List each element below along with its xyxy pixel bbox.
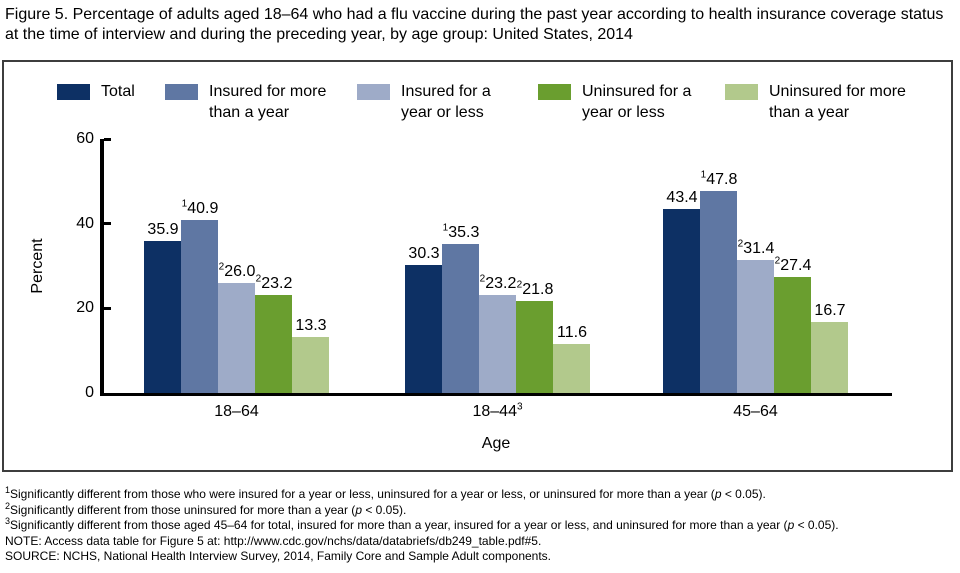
bar <box>516 300 553 393</box>
bar-value-label: 221.8 <box>516 279 554 298</box>
legend-item: Total <box>57 83 135 102</box>
bar-value-label: 13.3 <box>295 316 327 334</box>
legend-item: Insured for more than a year <box>165 83 327 123</box>
bar-value-label: 135.3 <box>442 222 480 241</box>
bar <box>553 343 590 393</box>
legend-label: Uninsured for a year or less <box>582 83 692 121</box>
y-tick-label: 0 <box>85 384 94 401</box>
y-tick-label: 40 <box>76 214 94 232</box>
bar <box>700 190 737 393</box>
x-axis-title: Age <box>481 435 511 452</box>
legend-swatch <box>357 84 390 100</box>
bar <box>811 322 848 393</box>
bar <box>774 277 811 393</box>
footnote-line: 3Significantly different from those aged… <box>5 516 839 533</box>
y-tick-label: 20 <box>76 299 94 317</box>
bar-value-label: 147.8 <box>700 169 738 188</box>
footnote-line: 1Significantly different from those who … <box>5 485 766 502</box>
bar <box>144 241 181 393</box>
x-category-label: 18–64 <box>214 403 259 420</box>
bar <box>218 282 255 393</box>
legend-label: Insured for a year or less <box>401 83 491 121</box>
legend-item: Uninsured for more than a year <box>725 83 906 123</box>
y-axis-line <box>100 139 104 396</box>
bar-value-label: 226.0 <box>218 261 256 280</box>
bar-value-label: 11.6 <box>557 323 587 341</box>
y-axis-tick <box>104 306 111 310</box>
bar <box>405 264 442 393</box>
legend-label: Total <box>101 83 135 100</box>
bar-value-label: 223.2 <box>479 273 517 292</box>
legend-label: Uninsured for more than a year <box>769 83 906 121</box>
bar-value-label: 35.9 <box>147 221 179 239</box>
bar <box>181 219 218 393</box>
bar-value-label: 140.9 <box>181 198 219 217</box>
legend-label: Insured for more than a year <box>209 83 327 121</box>
bar <box>663 209 700 393</box>
bar-value-label: 227.4 <box>774 255 812 274</box>
bar <box>292 336 329 393</box>
x-category-label: 18–443 <box>472 401 523 420</box>
bar-value-label: 231.4 <box>737 238 775 258</box>
y-axis-tick <box>104 222 111 226</box>
footnote-line: SOURCE: NCHS, National Health Interview … <box>5 549 552 563</box>
legend-item: Insured for a year or less <box>357 83 491 123</box>
x-category-label: 45–64 <box>733 403 778 420</box>
bar-value-label: 16.7 <box>814 302 846 320</box>
legend-swatch <box>165 84 198 100</box>
x-axis-line <box>100 393 892 396</box>
legend-swatch <box>725 84 758 100</box>
legend-swatch <box>538 84 571 100</box>
y-axis-title: Percent <box>29 238 46 294</box>
bar <box>442 243 479 393</box>
y-axis-tick <box>104 137 111 141</box>
y-tick-label: 60 <box>76 130 94 147</box>
bar <box>255 294 292 393</box>
bar-value-label: 30.3 <box>408 244 440 262</box>
footnote-line: NOTE: Access data table for Figure 5 at:… <box>5 533 542 548</box>
footnotes: 1Significantly different from those who … <box>5 485 955 565</box>
bar-value-label: 223.2 <box>255 273 293 292</box>
bar <box>737 260 774 393</box>
bar <box>479 294 516 393</box>
legend-item: Uninsured for a year or less <box>538 83 692 123</box>
legend-swatch <box>57 84 90 100</box>
figure-title: Figure 5. Percentage of adults aged 18–6… <box>5 6 944 43</box>
footnote-line: 2Significantly different from those unin… <box>5 500 407 517</box>
bar-value-label: 43.4 <box>666 189 698 207</box>
